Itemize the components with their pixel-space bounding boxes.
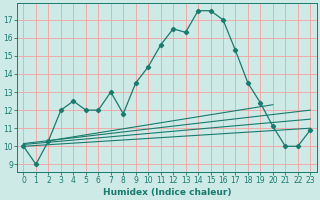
X-axis label: Humidex (Indice chaleur): Humidex (Indice chaleur) — [103, 188, 231, 197]
